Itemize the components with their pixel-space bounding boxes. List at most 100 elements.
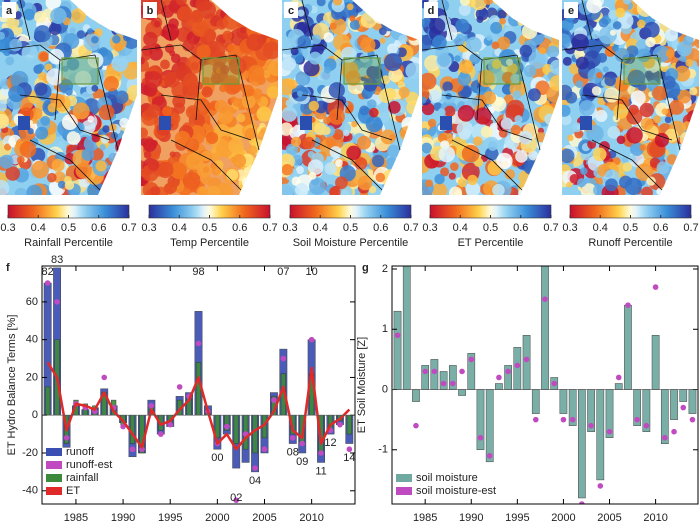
map-cell bbox=[448, 172, 456, 180]
map-cell bbox=[228, 138, 244, 154]
panel-label-bg bbox=[424, 2, 438, 18]
colorbar-label: Runoff Percentile bbox=[588, 237, 672, 249]
dot bbox=[148, 402, 155, 409]
map-cell bbox=[457, 105, 475, 122]
map-cell bbox=[0, 154, 14, 169]
map-cell bbox=[246, 33, 264, 51]
map-cell bbox=[384, 53, 403, 72]
map-cell bbox=[189, 125, 206, 142]
map-cell bbox=[425, 179, 433, 188]
plot-area bbox=[43, 267, 354, 504]
map-cell bbox=[506, 63, 518, 75]
map-cell bbox=[165, 181, 177, 194]
map-cell bbox=[639, 144, 647, 151]
region-box bbox=[343, 57, 381, 85]
map-cell bbox=[346, 145, 361, 161]
map-cell bbox=[87, 52, 104, 69]
colorbar-tick-label: 0.7 bbox=[543, 222, 558, 234]
map-cell bbox=[514, 115, 523, 124]
annotation: 12 bbox=[324, 437, 336, 449]
colorbar-tick-label: 0.6 bbox=[373, 222, 388, 234]
map-cell bbox=[196, 44, 211, 59]
map-cell bbox=[587, 67, 604, 84]
map-cell bbox=[324, 162, 337, 175]
x-tick-label: 2010 bbox=[643, 512, 667, 524]
map-cell bbox=[99, 144, 106, 151]
map-cell bbox=[61, 114, 78, 131]
map-cell bbox=[285, 98, 295, 108]
map-cell bbox=[342, 129, 350, 137]
annotation: 10 bbox=[306, 266, 318, 278]
region-box bbox=[623, 57, 661, 85]
dot bbox=[597, 483, 604, 489]
map-cell bbox=[64, 87, 73, 96]
map-cell bbox=[168, 112, 181, 125]
map-cell bbox=[241, 94, 256, 109]
map-cell bbox=[615, 7, 626, 18]
map-cell bbox=[223, 110, 233, 121]
bar bbox=[596, 389, 605, 481]
map-cell bbox=[195, 0, 210, 12]
map-cell bbox=[626, 127, 643, 144]
dot bbox=[223, 423, 230, 430]
panel-label-bg bbox=[564, 2, 578, 18]
map-cell bbox=[434, 173, 445, 185]
annotation: 14 bbox=[343, 452, 355, 464]
map-cell bbox=[98, 104, 115, 121]
map-cell bbox=[646, 176, 656, 186]
colorbar-tick-label: 0.6 bbox=[232, 222, 247, 234]
map-cell bbox=[186, 19, 194, 27]
map-cell bbox=[512, 90, 522, 99]
map-cell bbox=[497, 9, 507, 19]
plot-frame bbox=[391, 265, 699, 505]
dot bbox=[680, 404, 687, 411]
map-cell bbox=[357, 175, 373, 191]
dot bbox=[233, 497, 240, 504]
x-tick-label: 2000 bbox=[551, 512, 575, 524]
map-cell bbox=[379, 88, 394, 103]
map-cell bbox=[203, 29, 217, 42]
map-cell bbox=[360, 37, 376, 53]
map-cell bbox=[232, 154, 247, 168]
panel-label: g bbox=[362, 262, 369, 274]
map-cell bbox=[183, 73, 198, 89]
map-cell bbox=[39, 52, 49, 62]
sea bbox=[380, 95, 419, 195]
map-cell bbox=[9, 38, 23, 52]
dot bbox=[440, 380, 447, 387]
map-cell bbox=[613, 103, 629, 119]
map-cell bbox=[232, 97, 242, 107]
colorbar-tick-label: 0.5 bbox=[343, 222, 358, 234]
map-cell bbox=[624, 177, 643, 195]
map-cell bbox=[244, 128, 257, 140]
x-tick-label: 2005 bbox=[597, 512, 621, 524]
region-box bbox=[483, 57, 521, 85]
map-cell bbox=[380, 129, 396, 145]
map-cell bbox=[652, 86, 667, 101]
borders bbox=[282, 0, 401, 191]
dot bbox=[101, 374, 108, 381]
map-cell bbox=[147, 159, 160, 171]
map-cell bbox=[103, 76, 119, 92]
map-cell bbox=[437, 53, 451, 67]
dot bbox=[652, 284, 659, 290]
legend-swatch bbox=[396, 474, 412, 482]
bar bbox=[45, 386, 51, 416]
map-cell bbox=[115, 90, 129, 104]
map-cell bbox=[422, 127, 429, 135]
map-cell bbox=[57, 141, 65, 149]
map-cell bbox=[387, 100, 401, 114]
map-cell bbox=[442, 81, 453, 92]
map-cell bbox=[329, 22, 337, 30]
map-cell bbox=[50, 7, 67, 25]
legend-label: runoff bbox=[66, 446, 95, 458]
dot bbox=[496, 374, 502, 381]
map-cell bbox=[369, 107, 379, 118]
map-cell bbox=[297, 9, 305, 17]
map-cell bbox=[311, 34, 322, 45]
dot bbox=[569, 416, 576, 423]
map-cell bbox=[295, 183, 309, 195]
panel-label-bg bbox=[143, 2, 157, 18]
colorbar-tick-label: 0.3 bbox=[422, 222, 437, 234]
map-cell bbox=[323, 32, 334, 43]
